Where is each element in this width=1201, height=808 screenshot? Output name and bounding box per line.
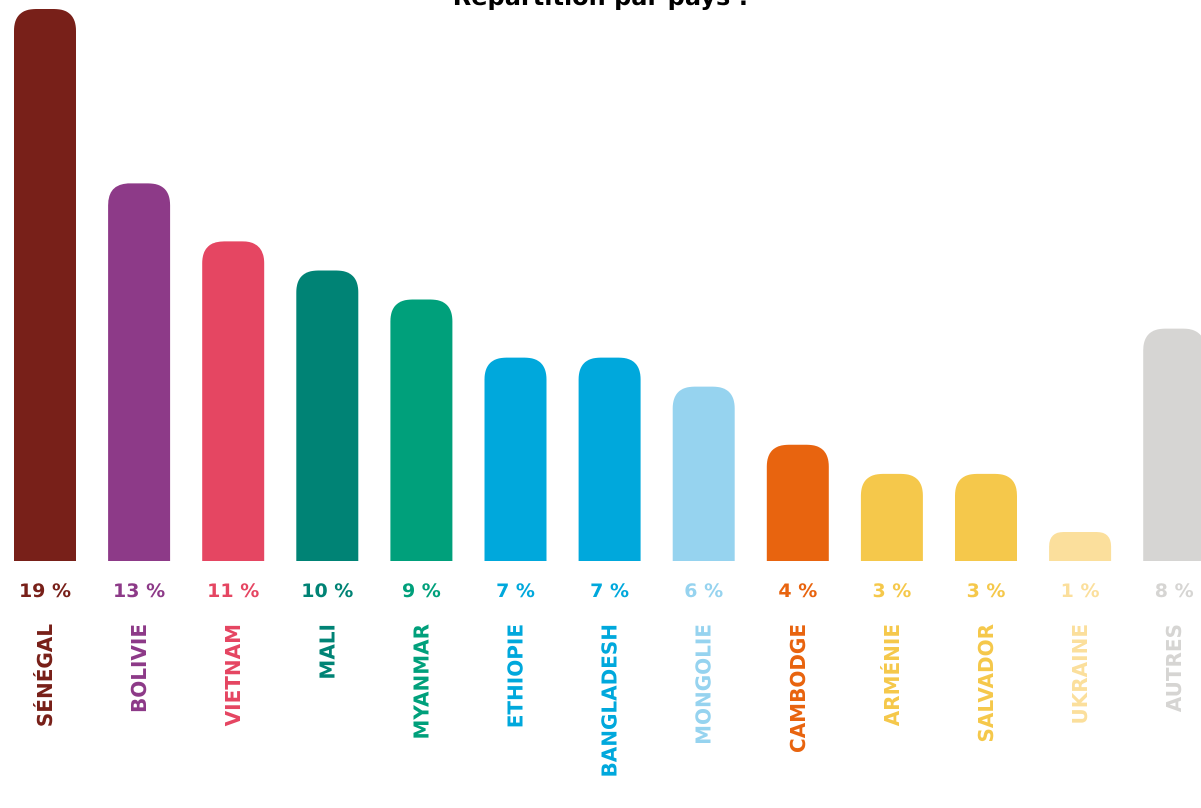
category-label-senegal: SÉNÉGAL xyxy=(33,624,57,727)
bar-bangladesh xyxy=(578,357,641,561)
category-label-myanmar: MYANMAR xyxy=(409,624,433,739)
bar-autres xyxy=(1143,328,1201,561)
value-label-vietnam: 11 % xyxy=(207,580,259,602)
bar-vietnam xyxy=(202,241,265,561)
bar-ethiopie xyxy=(484,357,547,561)
category-label-ethiopie: ETHIOPIE xyxy=(504,624,528,728)
value-label-cambodge: 4 % xyxy=(778,580,817,602)
value-label-mali: 10 % xyxy=(301,580,353,602)
value-label-senegal: 19 % xyxy=(19,580,71,602)
category-label-ukraine: UKRAINE xyxy=(1068,624,1092,724)
category-label-bangladesh: BANGLADESH xyxy=(598,624,622,778)
category-label-bolivie: BOLIVIE xyxy=(127,624,151,713)
category-label-salvador: SALVADOR xyxy=(974,624,998,742)
bar-cambodge xyxy=(766,444,829,561)
category-label-vietnam: VIETNAM xyxy=(221,624,245,726)
value-label-mongolie: 6 % xyxy=(684,580,723,602)
bar-salvador xyxy=(955,473,1017,561)
bar-ukraine xyxy=(1049,531,1112,561)
category-label-mongolie: MONGOLIE xyxy=(692,624,716,745)
category-label-cambodge: CAMBODGE xyxy=(786,624,810,753)
value-label-ukraine: 1 % xyxy=(1061,580,1100,602)
category-label-mali: MALI xyxy=(315,624,339,680)
bar-senegal xyxy=(14,9,76,561)
value-label-salvador: 3 % xyxy=(967,580,1006,602)
bar-myanmar xyxy=(390,299,453,561)
value-label-bolivie: 13 % xyxy=(113,580,165,602)
bar-bolivie xyxy=(108,183,171,561)
value-label-armenie: 3 % xyxy=(872,580,911,602)
value-label-ethiopie: 7 % xyxy=(496,580,535,602)
bar-mongolie xyxy=(672,386,735,561)
value-label-bangladesh: 7 % xyxy=(590,580,629,602)
value-label-myanmar: 9 % xyxy=(402,580,441,602)
chart-title: Répartition par pays : xyxy=(0,0,1201,12)
category-label-armenie: ARMÉNIE xyxy=(880,624,904,726)
category-label-autres: AUTRES xyxy=(1162,624,1186,712)
bar-mali xyxy=(296,270,359,561)
value-label-autres: 8 % xyxy=(1155,580,1194,602)
bar-armenie xyxy=(860,473,923,561)
